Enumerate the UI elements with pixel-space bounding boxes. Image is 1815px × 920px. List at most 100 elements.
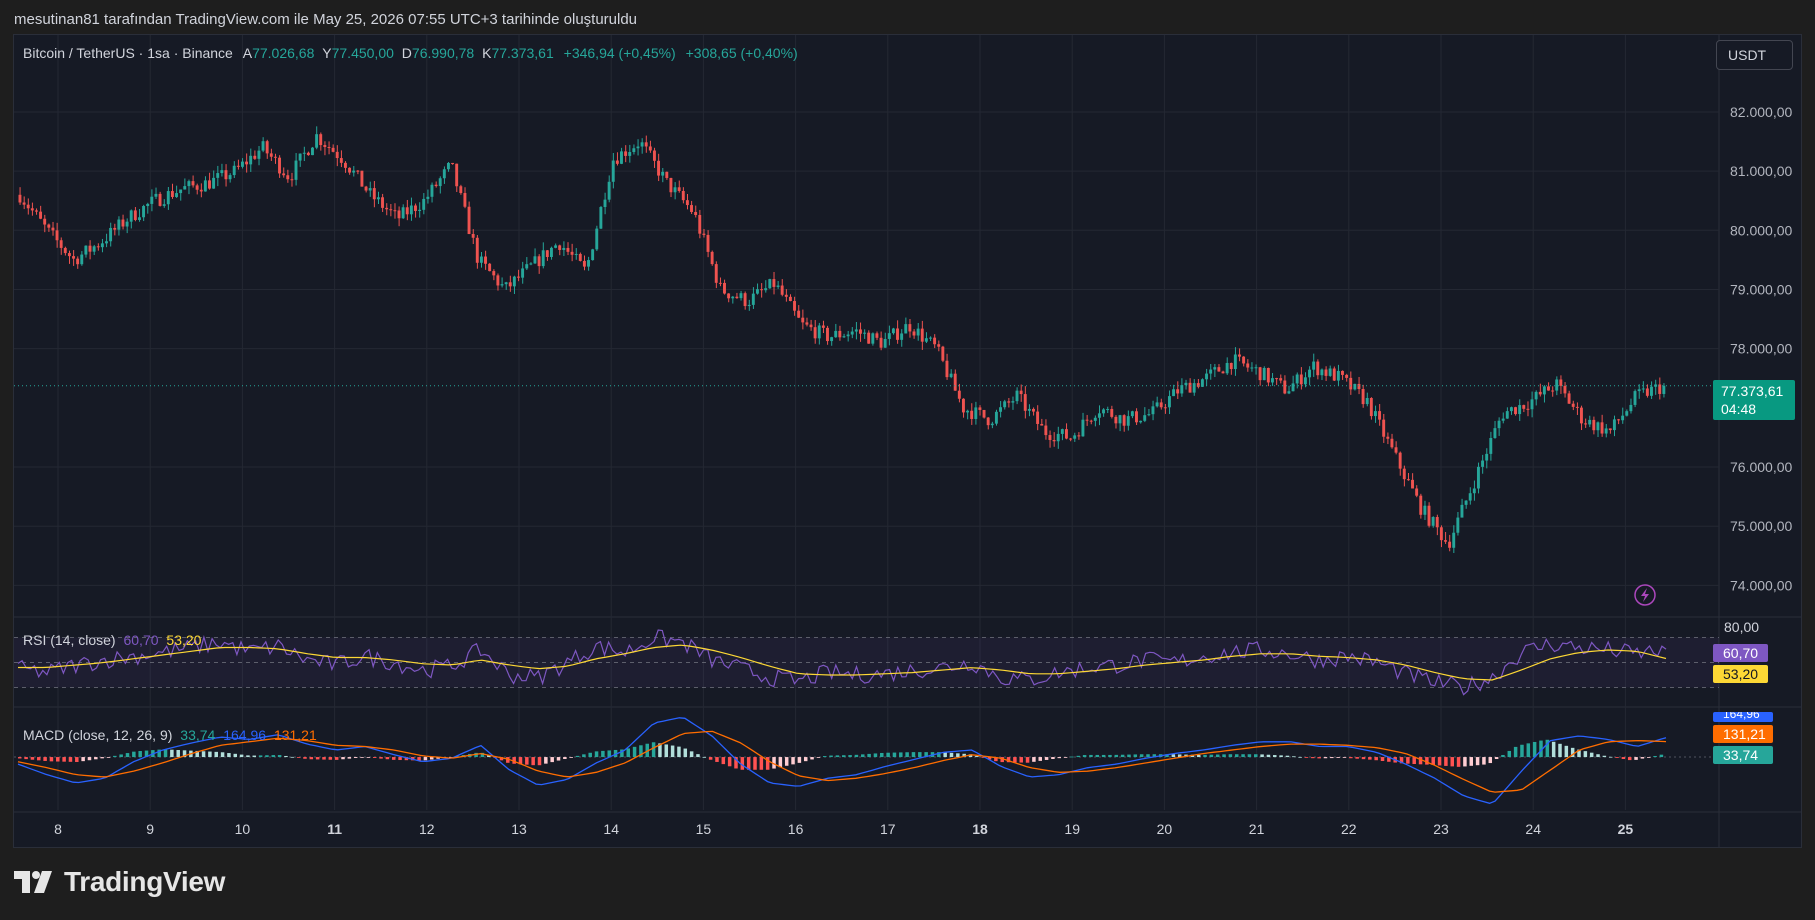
macd-histogram-bar	[94, 757, 98, 760]
candle-body	[34, 210, 38, 212]
macd-histogram-bar	[620, 749, 624, 758]
candle-body	[1522, 405, 1526, 409]
candle-body	[1114, 416, 1118, 424]
macd-histogram-bar	[1095, 754, 1100, 758]
candle-body	[1180, 385, 1184, 394]
macd-histogram-bar	[87, 757, 92, 761]
macd-histogram-bar	[1418, 757, 1423, 765]
candle-body	[1534, 391, 1538, 400]
macd-histogram-bar	[702, 756, 707, 758]
candle-body	[1192, 383, 1196, 393]
candle-body	[278, 157, 281, 174]
candle-body	[113, 227, 117, 230]
macd-histogram-bar	[727, 757, 732, 767]
currency-button[interactable]: USDT	[1716, 40, 1793, 70]
candle-body	[1588, 419, 1592, 425]
candle-body	[327, 146, 331, 148]
x-tick-label: 15	[696, 821, 712, 837]
candle-body	[249, 155, 253, 165]
candle-body	[311, 147, 314, 156]
macd-histogram-bar	[1006, 757, 1011, 763]
candle-body	[175, 193, 178, 197]
macd-title[interactable]: MACD (close, 12, 26, 9)	[23, 727, 173, 743]
macd-histogram-bar	[1583, 751, 1588, 758]
candle-body	[240, 161, 244, 167]
macd-histogram-bar	[873, 753, 878, 758]
legend-symbol[interactable]: Bitcoin / TetherUS · 1sa · Binance	[23, 45, 233, 61]
candle-body	[1019, 390, 1023, 395]
macd-histogram-bar	[1659, 754, 1664, 758]
candle-body	[360, 170, 364, 187]
macd-line-value: 164,96	[223, 727, 267, 743]
candle-body	[434, 184, 438, 187]
chart-caption: mesutinan81 tarafından TradingView.com i…	[14, 11, 638, 28]
candle-body	[562, 247, 566, 250]
macd-histogram-bar	[246, 755, 250, 758]
candle-body	[957, 390, 961, 399]
candle-body	[1102, 409, 1105, 414]
candle-body	[335, 151, 339, 159]
candle-body	[315, 134, 319, 148]
macd-histogram-bar	[366, 757, 371, 758]
candle-body	[1579, 407, 1583, 424]
macd-histogram-bar	[1209, 754, 1214, 758]
candle-body	[1328, 368, 1332, 376]
candle-body	[1645, 388, 1649, 396]
candle-body	[982, 409, 986, 418]
candle-body	[1139, 420, 1143, 423]
candle-body	[714, 264, 718, 283]
candle-body	[710, 251, 714, 265]
candle-body	[92, 246, 96, 252]
macd-histogram-bar	[1070, 756, 1074, 758]
x-tick-label: 11	[327, 821, 342, 837]
macd-histogram-bar	[1089, 754, 1093, 758]
candle-body	[1526, 408, 1530, 410]
macd-histogram-bar	[284, 755, 288, 758]
rsi-axis-top: 80,00	[1724, 619, 1760, 635]
macd-histogram-bar	[639, 745, 643, 758]
candle-body	[1419, 495, 1423, 515]
macd-histogram-bar	[1456, 757, 1461, 767]
candle-body	[1336, 370, 1340, 381]
candle-body	[348, 167, 352, 173]
candle-body	[1196, 383, 1200, 387]
candle-body	[706, 234, 710, 252]
candle-body	[137, 217, 141, 220]
candle-body	[475, 237, 479, 263]
tradingview-logo[interactable]: TradingView	[14, 866, 225, 898]
candle-body	[393, 210, 397, 212]
macd-line-tag: 164,96	[1713, 712, 1773, 722]
candle-body	[1621, 415, 1625, 421]
candle-body	[1575, 406, 1579, 408]
candle-body	[541, 250, 545, 267]
macd-histogram-bar	[1165, 754, 1169, 758]
candle-body	[1320, 369, 1324, 376]
candle-body	[187, 181, 191, 187]
macd-histogram-bar	[677, 746, 681, 758]
candle-body	[648, 146, 652, 151]
rsi-value: 60,70	[123, 632, 159, 648]
chart-canvas[interactable]: 82.000,00 81.000,00 80.000,00 79.000,00 78.0…	[14, 35, 1801, 847]
candle-body	[224, 170, 228, 180]
macd-histogram-bar	[227, 753, 231, 758]
candle-body	[1654, 384, 1658, 387]
candle-body	[875, 333, 879, 338]
candle-body	[1258, 367, 1262, 381]
candle-body	[1612, 419, 1616, 431]
macd-histogram-bar	[632, 746, 637, 758]
chart-frame[interactable]: 82.000,00 81.000,00 80.000,00 79.000,00 78.0…	[13, 34, 1802, 848]
candle-body	[80, 254, 84, 265]
macd-histogram-bar	[290, 756, 295, 758]
macd-histogram-bar	[1044, 757, 1049, 760]
candle-body	[1295, 374, 1299, 384]
candle-body	[1633, 391, 1637, 405]
macd-legend: MACD (close, 12, 26, 9) 33,74 164,96 131…	[23, 727, 317, 743]
rsi-title[interactable]: RSI (14, close)	[23, 632, 116, 648]
candle-body	[1283, 380, 1287, 394]
macd-histogram-bar	[949, 752, 954, 758]
macd-histogram-bar	[1234, 754, 1239, 758]
macd-histogram-bar	[772, 757, 776, 769]
macd-histogram-bar	[385, 757, 390, 760]
candle-body	[455, 163, 459, 187]
candle-body	[319, 134, 323, 146]
